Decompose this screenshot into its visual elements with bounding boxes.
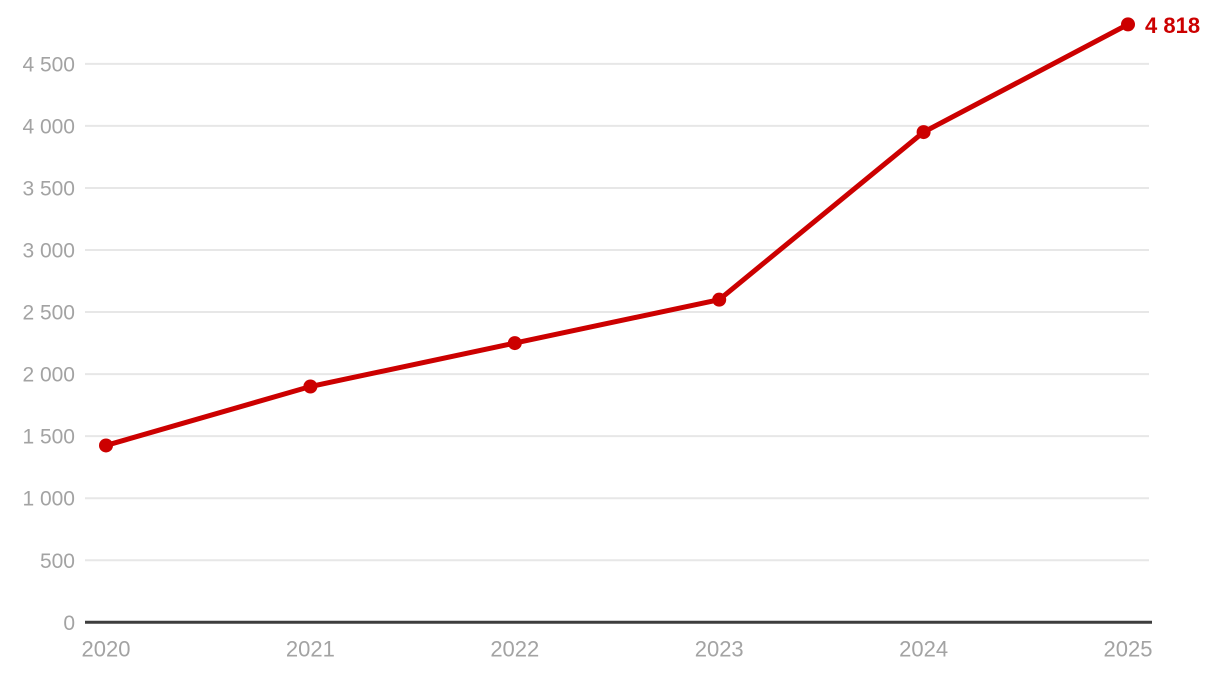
data-point-marker [1121, 17, 1135, 32]
x-axis-tick-label: 2025 [1104, 637, 1153, 662]
x-axis-tick-label: 2022 [490, 637, 539, 662]
x-axis-tick-label: 2020 [82, 637, 131, 662]
y-axis-tick-label: 1 000 [22, 488, 75, 511]
data-point-marker [99, 438, 113, 453]
x-axis-tick-label: 2021 [286, 637, 335, 662]
y-axis-tick-label: 4 500 [22, 53, 75, 76]
data-point-marker [507, 336, 522, 351]
y-axis-tick-label: 3 000 [22, 240, 75, 263]
x-axis-tick-label: 2024 [899, 637, 948, 662]
x-axis-tick-label: 2023 [695, 637, 744, 662]
y-axis-tick-label: 2 000 [22, 364, 75, 387]
data-point-marker [712, 292, 727, 307]
y-axis-tick-label: 2 500 [22, 302, 75, 325]
data-point-marker [916, 125, 931, 140]
last-value-label: 4 818 [1145, 13, 1200, 38]
y-axis-tick-label: 4 000 [22, 115, 75, 138]
y-axis-tick-label: 0 [63, 612, 75, 635]
y-axis-tick-label: 1 500 [22, 426, 75, 449]
y-axis-tick-label: 3 500 [22, 177, 75, 200]
y-axis-tick-label: 500 [40, 550, 75, 573]
series-line [103, 21, 1131, 448]
data-point-marker [303, 379, 318, 394]
